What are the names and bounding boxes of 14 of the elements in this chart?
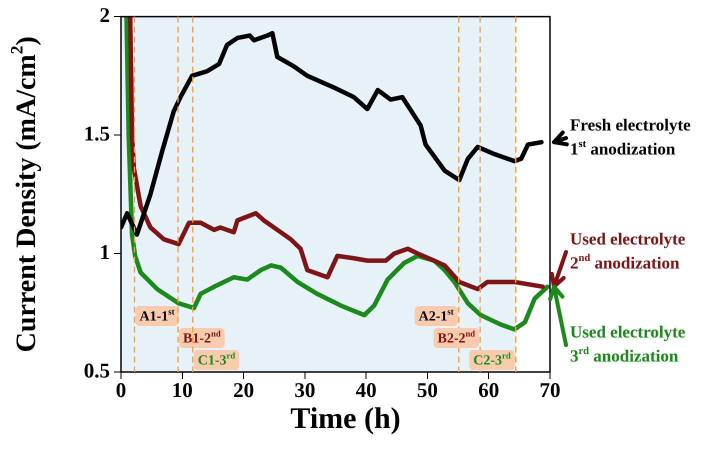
y-tick-label: 2 (100, 3, 110, 28)
y-tick-label: 0.5 (84, 358, 110, 382)
x-tick-label: 20 (233, 378, 254, 402)
y-tick-label: 1 (100, 240, 110, 264)
x-tick-label: 40 (356, 378, 377, 402)
y-tick-label: 1.5 (84, 121, 110, 146)
x-axis-title: Time (h) (290, 402, 401, 435)
x-tick-label: 60 (478, 378, 500, 402)
x-tick-label: 10 (172, 378, 193, 402)
x-tick-label: 50 (416, 378, 438, 402)
y-axis-title: Current Density (mA/cm2) (8, 36, 42, 352)
x-tick-label: 0 (116, 378, 126, 402)
x-tick-label: 70 (540, 378, 560, 402)
x-tick-label: 30 (294, 378, 316, 402)
